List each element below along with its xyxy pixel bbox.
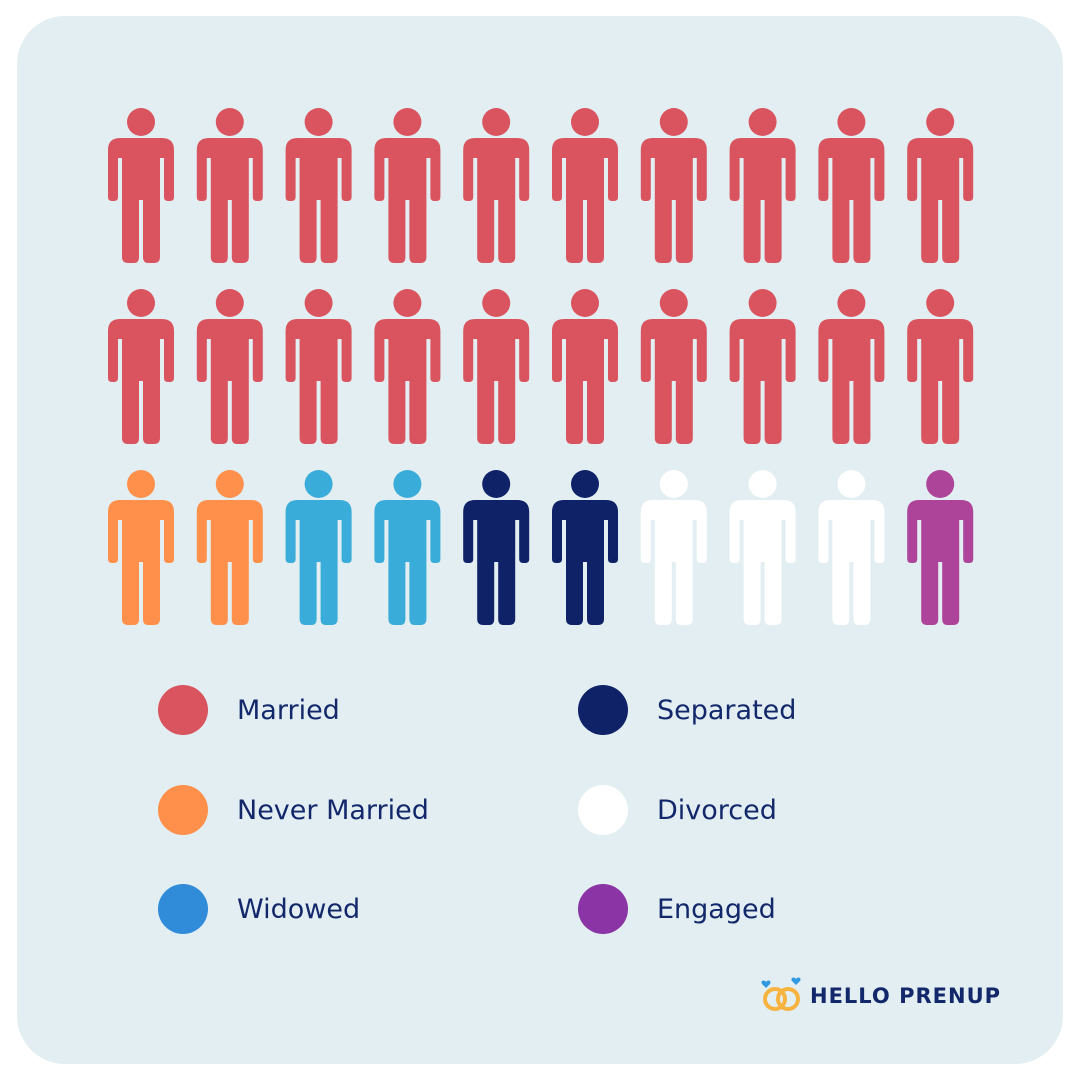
person-icon-married-7	[640, 108, 707, 263]
legend-item-never-married: Never Married	[158, 785, 429, 835]
person-icon-divorced-2	[729, 470, 796, 625]
legend-label: Separated	[657, 694, 797, 726]
person-icon-married-6	[552, 108, 618, 263]
person-icon-widowed-1	[285, 470, 352, 625]
legend-item-engaged: Engaged	[578, 884, 776, 934]
person-icon-married-20	[907, 289, 974, 444]
person-icon-never-married-2	[196, 470, 263, 625]
legend-label: Divorced	[657, 794, 777, 826]
person-icon-married-18	[729, 289, 796, 444]
person-icon-married-14	[374, 289, 441, 444]
person-icon-widowed-2	[374, 470, 441, 625]
person-icon-separated-1	[463, 470, 530, 625]
legend-label: Married	[237, 694, 340, 726]
person-icon-married-1	[108, 108, 174, 263]
person-icon-married-13	[285, 289, 352, 444]
legend-label: Widowed	[237, 893, 361, 925]
person-icon-engaged-1	[907, 470, 974, 625]
legend-swatch	[158, 685, 208, 735]
person-icon-married-10	[907, 108, 974, 263]
brand-logo: HELLO PRENUP	[760, 974, 1001, 1018]
person-icon-married-9	[818, 108, 885, 263]
person-icon-married-3	[285, 108, 352, 263]
legend-item-widowed: Widowed	[158, 884, 360, 934]
person-icon-married-17	[640, 289, 707, 444]
rings-icon	[761, 977, 801, 1011]
legend-item-divorced: Divorced	[578, 785, 777, 835]
legend-swatch	[578, 785, 628, 835]
legend-label: Never Married	[237, 794, 429, 826]
person-icon-married-19	[818, 289, 885, 444]
person-icon-married-12	[196, 289, 263, 444]
person-icon-married-15	[463, 289, 530, 444]
brand-name: HELLO PRENUP	[810, 984, 1002, 1008]
person-icon-separated-2	[552, 470, 618, 625]
legend-item-separated: Separated	[578, 685, 796, 735]
legend-swatch	[578, 884, 628, 934]
person-icon-divorced-3	[818, 470, 885, 625]
legend-item-married: Married	[158, 685, 340, 735]
person-icon-married-4	[374, 108, 441, 263]
person-icon-married-5	[463, 108, 530, 263]
legend-label: Engaged	[657, 893, 776, 925]
person-icon-married-11	[108, 289, 174, 444]
person-icon-married-16	[552, 289, 618, 444]
person-icon-married-2	[196, 108, 263, 263]
person-icon-married-8	[729, 108, 796, 263]
legend-swatch	[158, 785, 208, 835]
legend-swatch	[158, 884, 208, 934]
person-icon-divorced-1	[640, 470, 707, 625]
person-icon-never-married-1	[108, 470, 174, 625]
legend-swatch	[578, 685, 628, 735]
